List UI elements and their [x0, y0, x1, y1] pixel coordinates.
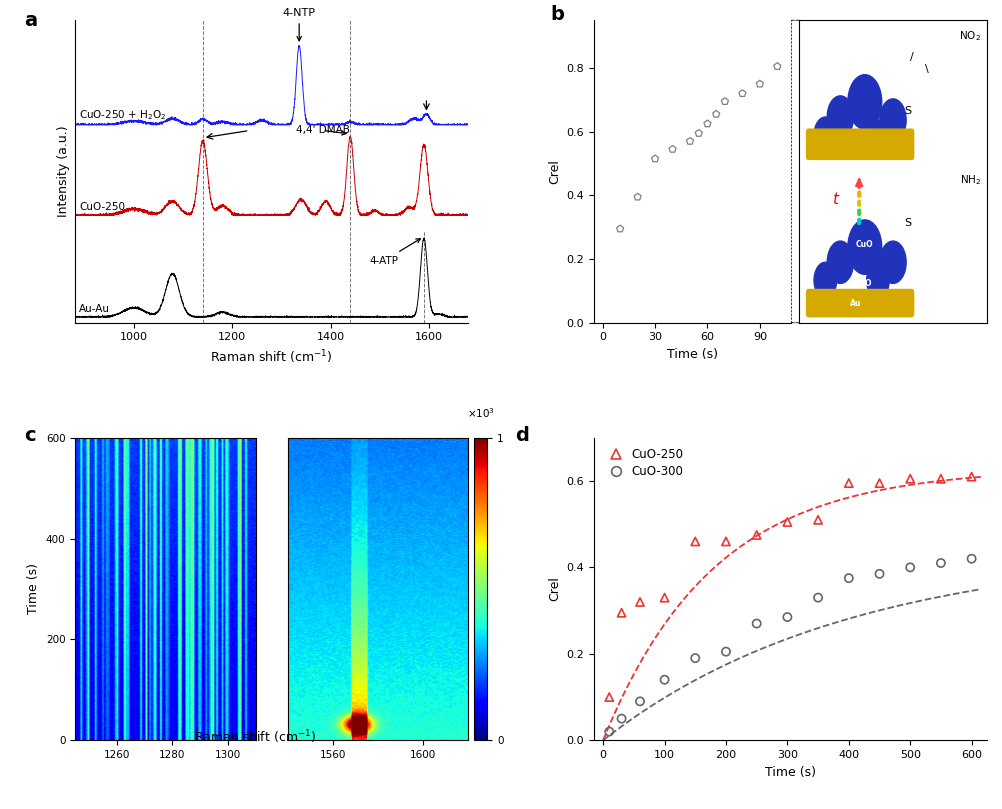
Point — [770, 60, 786, 73]
Circle shape — [814, 117, 837, 154]
Point — [699, 117, 715, 130]
FancyBboxPatch shape — [807, 129, 914, 159]
Circle shape — [814, 262, 837, 299]
Point — [682, 135, 698, 148]
Circle shape — [828, 95, 854, 138]
Point — [718, 535, 734, 548]
X-axis label: Raman shift (cm$^{-1}$): Raman shift (cm$^{-1}$) — [210, 348, 333, 366]
Y-axis label: Crel: Crel — [548, 577, 561, 601]
X-axis label: Time (s): Time (s) — [667, 348, 718, 361]
Point — [780, 515, 796, 528]
Point — [734, 87, 750, 100]
Point — [780, 611, 796, 624]
Point — [872, 477, 888, 489]
Y-axis label: Crel: Crel — [548, 159, 561, 184]
Point — [810, 591, 826, 604]
Point — [902, 561, 918, 574]
Text: NH$_2$: NH$_2$ — [960, 174, 981, 188]
Point — [718, 645, 734, 658]
Point — [933, 557, 949, 570]
Point — [601, 691, 617, 704]
Text: 4-ATP: 4-ATP — [370, 239, 421, 265]
Text: \: \ — [925, 64, 929, 74]
X-axis label: Time (s): Time (s) — [765, 765, 816, 778]
Point — [687, 535, 703, 548]
Point — [964, 553, 980, 565]
Point — [841, 477, 857, 489]
Point — [810, 514, 826, 527]
Text: $\times$10$^3$: $\times$10$^3$ — [467, 406, 495, 420]
Point — [964, 470, 980, 483]
Point — [902, 472, 918, 485]
Text: CuO-250 + H$_2$O$_2$: CuO-250 + H$_2$O$_2$ — [79, 108, 167, 122]
Text: $t$: $t$ — [833, 191, 841, 207]
Text: 4,4' DMAB: 4,4' DMAB — [297, 125, 350, 135]
Circle shape — [867, 120, 889, 156]
Point — [656, 673, 672, 686]
Point — [601, 725, 617, 738]
Point — [656, 591, 672, 604]
Point — [664, 142, 680, 155]
Circle shape — [867, 262, 889, 299]
Text: c: c — [25, 426, 36, 445]
Point — [748, 617, 765, 630]
Legend: CuO-250, CuO-300: CuO-250, CuO-300 — [600, 443, 688, 483]
Text: Au: Au — [850, 299, 861, 307]
Text: d: d — [515, 426, 529, 445]
Point — [613, 712, 629, 725]
Text: NO$_2$: NO$_2$ — [960, 29, 981, 43]
Point — [612, 222, 628, 235]
Text: a: a — [24, 11, 37, 30]
Text: Au-Au: Au-Au — [79, 304, 110, 314]
Point — [841, 572, 857, 585]
Point — [748, 528, 765, 541]
Point — [629, 190, 645, 203]
Text: CuO: CuO — [856, 239, 874, 248]
FancyBboxPatch shape — [807, 290, 914, 316]
Text: S: S — [905, 106, 912, 116]
Point — [933, 472, 949, 485]
Y-axis label: Time (s): Time (s) — [27, 564, 40, 615]
Point — [632, 695, 648, 708]
Point — [687, 651, 703, 664]
Point — [872, 567, 888, 580]
Y-axis label: Intensity (a.u.): Intensity (a.u.) — [56, 125, 69, 218]
Point — [752, 78, 768, 91]
Text: CuO-250: CuO-250 — [79, 202, 125, 213]
Point — [632, 595, 648, 608]
Text: b: b — [550, 5, 564, 24]
Point — [613, 606, 629, 619]
Circle shape — [880, 241, 906, 283]
Circle shape — [848, 220, 882, 274]
Point — [647, 152, 663, 165]
Text: 4-NTP: 4-NTP — [283, 8, 316, 40]
Circle shape — [828, 241, 854, 283]
Point — [708, 108, 724, 121]
Point — [690, 127, 706, 140]
Text: SiO: SiO — [858, 279, 872, 288]
Point — [716, 95, 732, 108]
Text: Raman shift (cm$^{-1}$): Raman shift (cm$^{-1}$) — [194, 729, 317, 747]
Text: /: / — [910, 52, 914, 61]
Circle shape — [848, 74, 882, 129]
Text: S: S — [905, 218, 912, 228]
Circle shape — [880, 99, 906, 142]
